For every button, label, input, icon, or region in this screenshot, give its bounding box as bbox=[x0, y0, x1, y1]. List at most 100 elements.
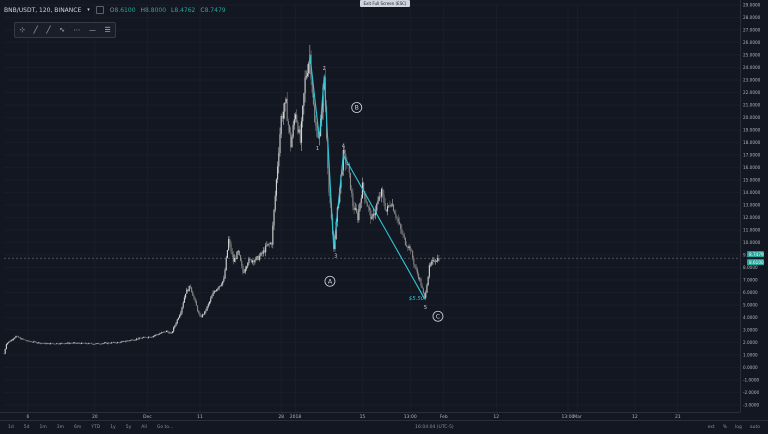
percent-scale-toggle[interactable]: % bbox=[722, 424, 727, 430]
candle-body bbox=[179, 315, 181, 318]
auto-scale-toggle[interactable]: auto bbox=[749, 424, 760, 430]
clock-readout[interactable]: 16:04:04 (UTC-5) bbox=[415, 424, 454, 430]
candle-body bbox=[3, 353, 5, 355]
timeframe-button[interactable]: 5d bbox=[23, 424, 30, 430]
candle-body bbox=[83, 343, 85, 344]
candle-body bbox=[406, 245, 408, 247]
crosshair-icon[interactable]: ⊹ bbox=[19, 26, 26, 34]
ohlc-key: H bbox=[140, 6, 146, 14]
candle-body bbox=[263, 250, 266, 253]
log-scale-toggle[interactable]: log bbox=[734, 424, 742, 430]
candle-body bbox=[164, 331, 166, 333]
candle-body bbox=[53, 343, 55, 345]
candle-body bbox=[416, 269, 418, 274]
timeframe-button[interactable]: 1y bbox=[110, 424, 116, 430]
trendline-icon[interactable]: ╱ bbox=[33, 26, 38, 34]
time-tick-label: 2018 bbox=[290, 414, 302, 420]
candle-body bbox=[341, 170, 343, 176]
candle-body bbox=[381, 189, 383, 197]
time-tick-label: 11 bbox=[197, 414, 203, 420]
candle-body bbox=[95, 343, 97, 344]
ohlc-key: L bbox=[171, 6, 175, 14]
price-tick-label: 18.0000 bbox=[743, 140, 761, 145]
price-tick-label: 4.0000 bbox=[743, 315, 758, 320]
candle-body bbox=[16, 335, 18, 337]
candle-body bbox=[114, 342, 116, 343]
wave-circle bbox=[324, 275, 336, 287]
time-tick-label: 13:00 bbox=[404, 414, 417, 420]
candle-body bbox=[210, 298, 212, 302]
time-axis[interactable] bbox=[0, 412, 740, 421]
candle-body bbox=[126, 340, 128, 342]
candle-body bbox=[382, 189, 384, 195]
candle-body bbox=[159, 333, 162, 334]
candle-body bbox=[108, 342, 110, 344]
candle-body bbox=[34, 341, 36, 342]
menu-icon[interactable]: ☰ bbox=[104, 26, 111, 34]
extended-hours-toggle[interactable]: ext bbox=[707, 424, 715, 430]
ohlc-value: 8.4762 bbox=[174, 6, 196, 14]
horizontal-line-icon[interactable]: — bbox=[88, 26, 96, 34]
candle-body bbox=[148, 336, 150, 338]
chevron-down-icon[interactable]: ▾ bbox=[87, 7, 90, 13]
candle-body bbox=[299, 129, 301, 143]
candle-body bbox=[146, 337, 148, 339]
price-badge-label: 8.6100 bbox=[749, 260, 764, 265]
brush-icon[interactable]: ∿ bbox=[59, 26, 65, 34]
timeframe-button[interactable]: 1m bbox=[39, 424, 47, 430]
candle-body bbox=[149, 336, 151, 338]
candle-body bbox=[33, 341, 35, 343]
symbol-header: BNB/USDT, 120, BINANCE ▾ O8.6100 H8.8000… bbox=[0, 0, 744, 20]
candle-body bbox=[397, 218, 399, 222]
candle-body bbox=[353, 206, 355, 210]
price-tick-label: 21.0000 bbox=[743, 103, 761, 108]
candle-body bbox=[409, 246, 411, 251]
candle-body bbox=[377, 200, 379, 204]
candle-body bbox=[150, 337, 152, 338]
candle-body bbox=[401, 228, 403, 234]
more-tools-icon[interactable]: ⋯ bbox=[73, 26, 81, 34]
candle-body bbox=[372, 213, 374, 217]
candle-body bbox=[315, 122, 317, 126]
timeframe-button[interactable]: YTD bbox=[91, 424, 101, 430]
ohlc-value: 8.7479 bbox=[204, 6, 226, 14]
candle-body bbox=[174, 325, 176, 328]
candle-body bbox=[67, 342, 70, 344]
price-tick-label: 10.0000 bbox=[743, 240, 761, 245]
price-tick-label: 28.0000 bbox=[743, 15, 761, 20]
ray-icon[interactable]: ╱ bbox=[46, 26, 51, 34]
exit-fullscreen-button[interactable]: Exit Full Screen (ESC) bbox=[360, 0, 410, 7]
candle-body bbox=[297, 122, 299, 133]
symbol-name[interactable]: BNB/USDT, 120, BINANCE bbox=[4, 6, 82, 14]
timeframe-button[interactable]: 3m bbox=[56, 424, 64, 430]
wave-labels: 2 1 3 4 5 B A C $5.50 bbox=[316, 66, 444, 322]
timeframe-buttons: 1d 5d 1m 3m 6m YTD 1y 5y All Go to... bbox=[0, 425, 173, 430]
chart-grid bbox=[4, 4, 740, 412]
candle-body bbox=[358, 209, 360, 221]
price-tick-label: 19.0000 bbox=[743, 128, 761, 133]
candle-body bbox=[41, 343, 43, 344]
candle-body bbox=[418, 273, 420, 280]
candle-body bbox=[69, 343, 71, 344]
ohlc-toggle-icon[interactable] bbox=[95, 6, 104, 14]
candle-body bbox=[116, 342, 119, 344]
candle-body bbox=[85, 342, 87, 344]
price-axis[interactable] bbox=[740, 0, 768, 412]
candle-body bbox=[22, 338, 24, 340]
wave-circle bbox=[432, 310, 444, 322]
price-tick-label: 15.0000 bbox=[743, 178, 761, 183]
candle-body bbox=[400, 223, 402, 229]
candle-body bbox=[88, 343, 90, 344]
candle-body bbox=[287, 120, 289, 126]
timeframe-button[interactable]: All bbox=[141, 424, 147, 430]
timeframe-button[interactable]: 5y bbox=[125, 424, 132, 430]
goto-date-button[interactable]: Go to... bbox=[156, 424, 174, 430]
candle-body bbox=[60, 343, 62, 344]
candle-body bbox=[32, 342, 34, 343]
candle-body bbox=[144, 337, 146, 338]
timeframe-button[interactable]: 6m bbox=[73, 424, 82, 430]
timeframe-button[interactable]: 1d bbox=[8, 424, 14, 430]
time-tick-label: Feb bbox=[440, 414, 448, 420]
